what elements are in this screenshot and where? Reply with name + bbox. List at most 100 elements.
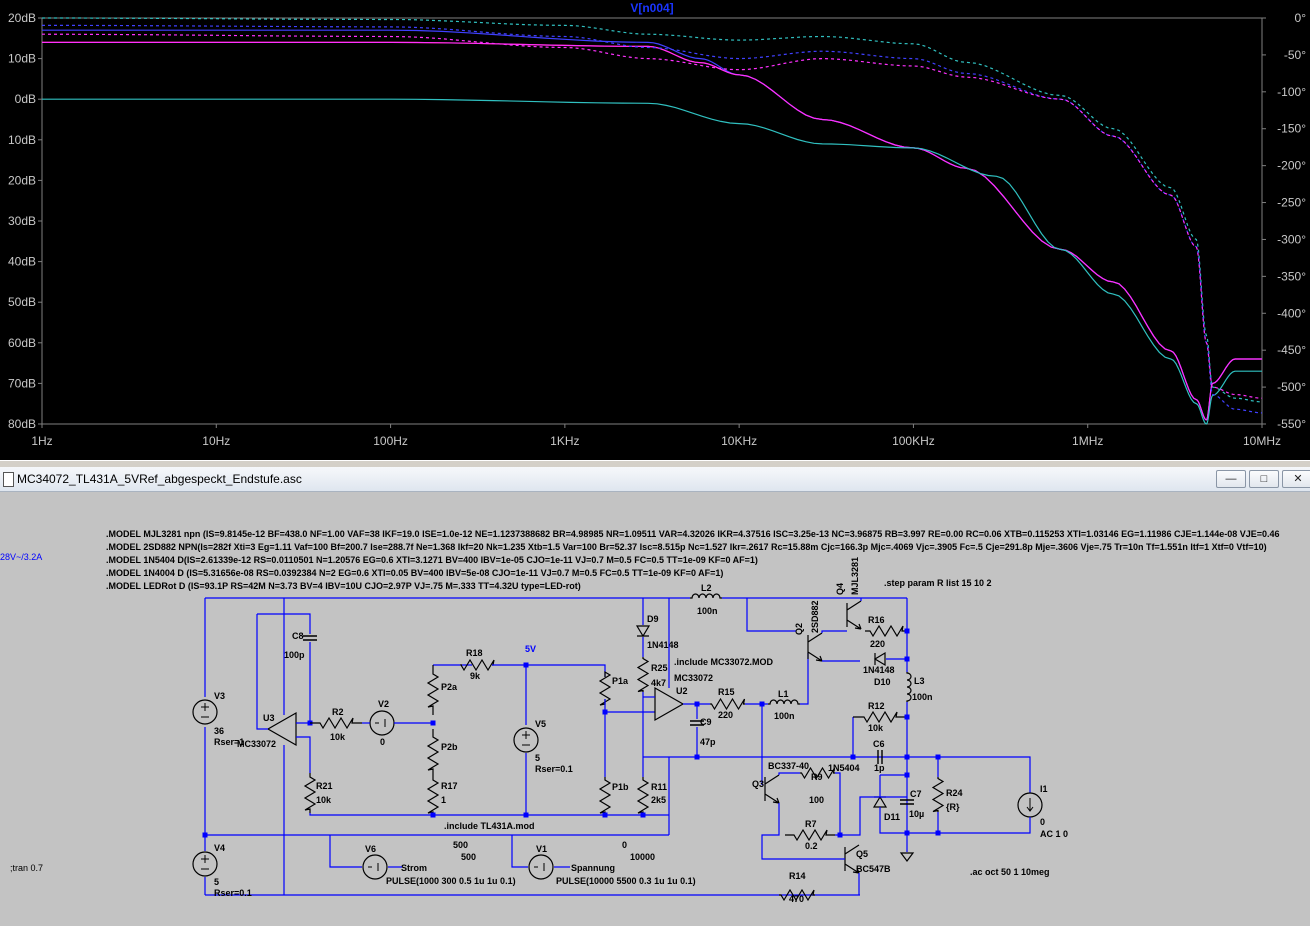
voltage-source-v1-symbol [528,854,554,880]
net-label-5v[interactable]: 5V [525,644,536,654]
inductor-l2[interactable] [690,593,722,599]
voltage-source-v3[interactable] [192,699,218,725]
c9-value: 47p [700,737,716,747]
maximize-icon: □ [1260,473,1268,485]
junction [640,812,646,818]
schematic-canvas[interactable]: .MODEL MJL3281 npn (IS=9.8145e-12 BF=438… [0,467,1310,926]
potentiometer-p1b[interactable] [598,777,612,815]
potentiometer-p2b[interactable] [426,729,440,777]
include-mc33072-directive[interactable]: .include MC33072.MOD [674,657,774,667]
junction [602,812,608,818]
c6-value: 1p [874,763,885,773]
close-button[interactable]: ✕ [1282,470,1310,488]
resistor-r25[interactable] [636,657,650,693]
right-axis-label: -450° [1277,343,1306,357]
voltage-source-v5-symbol [513,727,539,753]
voltage-source-v1[interactable] [528,854,554,880]
resistor-r17[interactable] [426,777,440,815]
voltage-source-v2[interactable] [369,710,395,736]
ground-icon [899,852,915,862]
c6-label: C6 [873,739,885,749]
resistor-r21[interactable] [303,773,317,813]
inductor-l1[interactable] [768,699,800,705]
voltage-source-v4[interactable] [192,851,218,877]
resistor-r9[interactable] [800,766,836,780]
current-source-i1[interactable] [1017,792,1043,818]
polarity-icon [368,863,379,871]
potentiometer-p2a[interactable] [426,665,440,715]
r11-label: R11 [651,782,667,792]
voltage-source-v5[interactable] [513,727,539,753]
opamp-u3[interactable] [266,711,297,747]
p1a-label: P1a [612,676,629,686]
diode-d9[interactable] [635,625,651,638]
capacitor-c6[interactable] [877,750,883,764]
v2-value: 0 [380,737,385,747]
r9-right-wire [835,772,841,835]
spice-model-line[interactable]: .MODEL LEDRot D (IS=93.1P RS=42M N=3.73 … [106,581,581,591]
u3-model: MC33072 [237,739,276,749]
junction [850,754,856,760]
voltage-source-v6[interactable] [362,854,388,880]
resistor-r2[interactable] [310,716,362,730]
include-tl431-directive[interactable]: .include TL431A.mod [444,821,535,831]
capacitor-c9[interactable] [690,720,704,726]
spice-model-line[interactable]: .MODEL 2SD882 NPN(Is=282f Xti=3 Eg=1.11 … [106,542,1267,552]
resistor-r18[interactable] [459,658,495,672]
resistor-r24[interactable] [931,777,945,813]
resistor-r7[interactable] [785,828,835,842]
spice-model-line[interactable]: .MODEL 1N4004 D (IS=5.31656e-08 RS=0.039… [106,568,723,578]
step-directive[interactable]: .step param R list 15 10 2 [884,578,992,588]
d11-b-wire [879,807,907,834]
transistor-q2[interactable] [807,632,823,662]
bode-plot[interactable]: V[n004] 20dB 10dB 0dB 10dB 20dB 30dB 40dB 50dB 60… [0,0,1310,460]
resistor-r14[interactable] [779,888,815,902]
c9-label: C9 [700,717,712,727]
spice-model-line[interactable]: .MODEL 1N5404 D(IS=2.61339e-12 RS=0.0110… [106,555,758,565]
x-axis-label: 10Hz [202,434,230,448]
x-axis-label: 1KHz [550,434,579,448]
right-axis-label: -300° [1277,232,1306,246]
tran-directive[interactable]: ;tran 0.7 [10,863,43,873]
left-axis-label: 10dB [8,52,36,66]
v5-rser: Rser=0.1 [535,764,573,774]
waveform-plot-pane[interactable]: V[n004] 20dB 10dB 0dB 10dB 20dB 30dB 40dB 50dB 60… [0,0,1310,460]
transistor-q4[interactable] [846,600,862,630]
opamp-u2[interactable] [654,686,685,722]
left-axis-label: 40dB [8,255,36,269]
trace-label-vn004[interactable]: V[n004] [630,1,673,15]
l1-q2-wire [800,653,809,705]
resistor-r11[interactable] [636,777,650,815]
p2a-label: P2a [441,682,458,692]
v3-value: 36 [214,726,224,736]
voltage-source-v2-symbol [369,710,395,736]
diode-1n5404-model: 1N5404 [828,763,860,773]
left-axis-label: 30dB [8,214,36,228]
capacitor-c7[interactable] [900,799,914,805]
capacitor-c8[interactable] [303,635,317,641]
junction [523,662,529,668]
inductor-l3[interactable] [906,672,912,702]
minimize-button[interactable]: — [1216,470,1246,488]
spice-model-line[interactable]: .MODEL MJL3281 npn (IS=9.8145e-12 BF=438… [106,529,1280,539]
diode-d11[interactable] [872,795,888,808]
polarity-icon [522,731,530,746]
resistor-r12[interactable] [853,710,907,724]
ac-directive[interactable]: .ac oct 50 1 10meg [970,867,1050,877]
v1-value-b: 10000 [630,852,655,862]
maximize-button[interactable]: □ [1249,470,1279,488]
resistor-r16[interactable] [865,624,907,638]
diode-d10[interactable] [873,651,886,667]
schematic-title-bar[interactable]: MC34072_TL431A_5VRef_abgespeckt_Endstufe… [0,467,1310,492]
u3-out-wire [256,614,268,730]
transistor-q3[interactable] [764,774,780,804]
junction [904,772,910,778]
schematic-window[interactable]: .MODEL MJL3281 npn (IS=9.8145e-12 BF=438… [0,467,1310,926]
l3-label: L3 [914,676,925,686]
resistor-r15[interactable] [710,697,746,711]
v6-value-b: 500 [461,852,476,862]
v1-name: Spannung [571,863,615,873]
x-axis-label: 1Hz [31,434,52,448]
potentiometer-p1a[interactable] [598,670,612,706]
p2b-label: P2b [441,742,458,752]
